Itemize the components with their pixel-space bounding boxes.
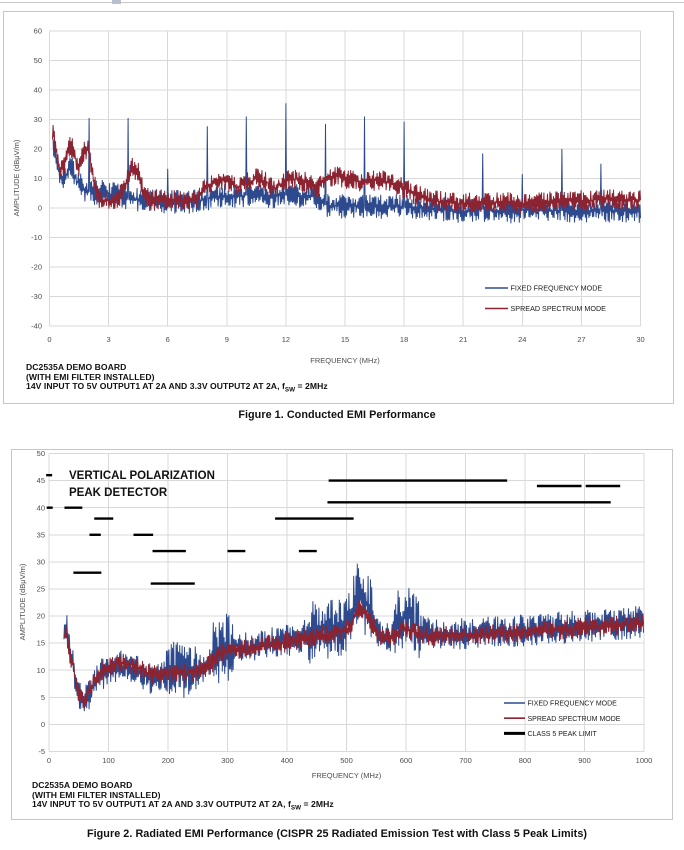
figure2-test-conditions: DC2535A DEMO BOARD (WITH EMI FILTER INST… [32, 780, 334, 813]
legend-label: FIXED FREQUENCY MODE [528, 701, 618, 708]
x-tick-label: 1000 [636, 756, 653, 765]
y-tick-label: -5 [38, 747, 45, 756]
x-tick-label: 9 [225, 335, 229, 344]
figure1-test-conditions: DC2535A DEMO BOARD (WITH EMI FILTER INST… [26, 362, 328, 395]
y-tick-label: 10 [34, 174, 42, 183]
y-tick-label: 40 [34, 86, 42, 95]
y-tick-label: 15 [37, 639, 45, 648]
x-tick-label: 300 [221, 756, 234, 765]
x-tick-label: 21 [459, 335, 467, 344]
plot-annotation: PEAK DETECTOR [69, 487, 168, 499]
y-tick-label: 30 [37, 557, 45, 566]
trace-fixed-frequency-mode [63, 563, 644, 712]
x-tick-label: 200 [162, 756, 175, 765]
caption-line: (WITH EMI FILTER INSTALLED) [26, 371, 155, 382]
y-tick-label: 45 [37, 476, 45, 485]
y-tick-label: 25 [37, 585, 45, 594]
x-tick-label: 18 [400, 335, 408, 344]
x-axis-title: FREQUENCY (MHz) [312, 771, 382, 780]
x-tick-label: 30 [636, 335, 644, 344]
x-tick-label: 500 [340, 756, 353, 765]
plot-annotation: VERTICAL POLARIZATION [69, 470, 215, 482]
legend-label: SPREAD SPECTRUM MODE [511, 304, 607, 313]
legend-label: CLASS 5 PEAK LIMIT [528, 731, 598, 738]
y-tick-label: -10 [31, 233, 42, 242]
y-tick-label: -20 [31, 263, 42, 272]
figure2-panel: 0 100 200 300 400 500 600 700 800 900 1000 50 45 40 35… [11, 449, 673, 820]
y-tick-label: -30 [31, 292, 42, 301]
x-tick-label: 700 [459, 756, 472, 765]
y-tick-label: 0 [38, 204, 42, 213]
y-tick-label: 50 [34, 56, 42, 65]
y-tick-label: 0 [41, 720, 45, 729]
y-tick-label: 60 [34, 27, 42, 36]
y-axis-title: AMPLITUDE (dBμV/m) [12, 139, 21, 216]
x-tick-label: 800 [519, 756, 532, 765]
x-tick-label: 400 [281, 756, 294, 765]
conducted-emi-chart: 0 3 6 9 12 15 18 21 24 27 30 60 50 40 30 20 10 0 -10 -20 -30… [12, 27, 645, 365]
y-tick-label: 50 [37, 450, 45, 458]
y-tick-label: 20 [37, 612, 45, 621]
y-tick-label: 20 [34, 145, 42, 154]
caption-line: DC2535A DEMO BOARD [26, 362, 127, 372]
x-tick-label: 15 [341, 335, 349, 344]
y-tick-label: 30 [34, 115, 42, 124]
trace-spread-spectrum-mode [63, 597, 644, 709]
y-axis-title: AMPLITUDE (dBμV/m) [18, 563, 27, 640]
y-tick-label: 40 [37, 503, 45, 512]
x-tick-label: 6 [166, 335, 170, 344]
figure1-title: Figure 1. Conducted EMI Performance [238, 409, 436, 421]
legend-label: SPREAD SPECTRUM MODE [528, 716, 621, 723]
y-tick-label: 35 [37, 530, 45, 539]
grid [48, 453, 645, 752]
figure2-title: Figure 2. Radiated EMI Performance (CISP… [86, 828, 588, 840]
x-axis-title: FREQUENCY (MHz) [310, 356, 380, 365]
caption-line: 14V INPUT TO 5V OUTPUT1 AT 2A AND 3.3V O… [26, 381, 328, 394]
x-tick-label: 27 [577, 335, 585, 344]
trace-spread-spectrum-mode [52, 124, 641, 214]
figure1-panel: 0 3 6 9 12 15 18 21 24 27 30 60 50 40 30 20 10 0 -10 -20 -30… [3, 11, 674, 404]
x-tick-label: 100 [102, 756, 115, 765]
class5-peak-limits [46, 473, 621, 585]
x-tick-label: 24 [518, 335, 526, 344]
x-tick-label: 0 [47, 756, 51, 765]
x-tick-label: 900 [578, 756, 591, 765]
y-tick-label: -40 [31, 322, 42, 331]
caption-line: 14V INPUT TO 5V OUTPUT1 AT 2A AND 3.3V O… [32, 799, 334, 812]
y-tick-label: 10 [37, 666, 45, 675]
x-tick-label: 3 [107, 335, 111, 344]
x-tick-label: 0 [47, 335, 51, 344]
radiated-emi-chart: 0 100 200 300 400 500 600 700 800 900 100050454035… [18, 450, 653, 780]
legend-label: FIXED FREQUENCY MODE [511, 284, 603, 293]
caption-line: DC2535A DEMO BOARD [32, 780, 133, 790]
x-tick-label: 600 [400, 756, 413, 765]
page-top-artifact [112, 0, 121, 4]
x-tick-label: 12 [282, 335, 290, 344]
page-top-rule [0, 2, 684, 3]
caption-line: (WITH EMI FILTER INSTALLED) [32, 789, 161, 800]
y-tick-label: 5 [41, 693, 45, 702]
